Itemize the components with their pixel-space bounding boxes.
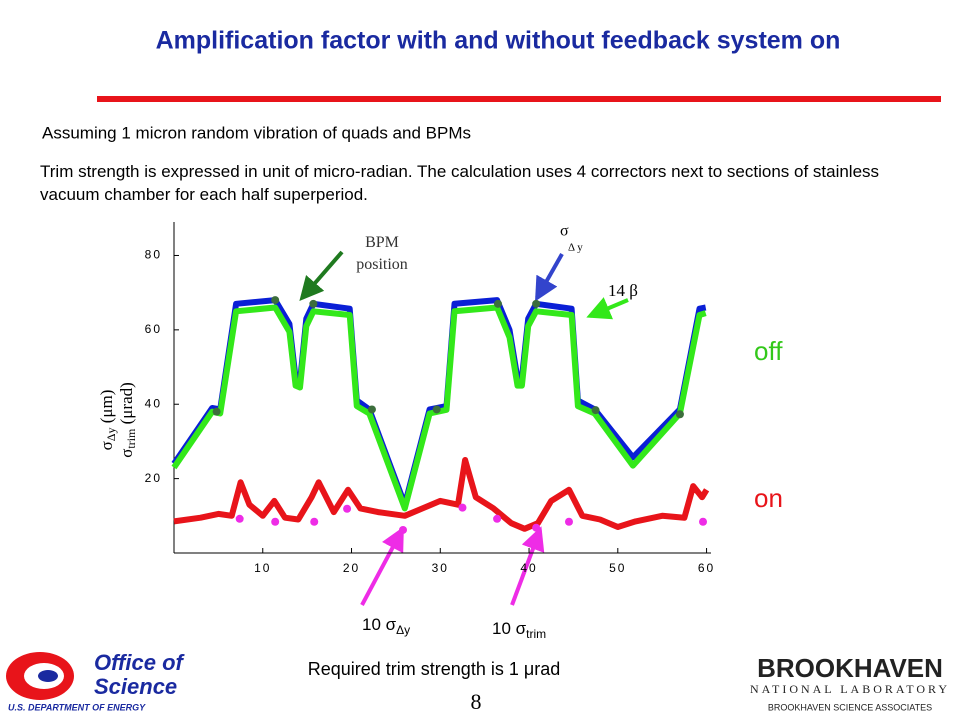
y-label-part: (μm) xyxy=(97,390,116,428)
annotation-word: position xyxy=(356,256,408,273)
data-point xyxy=(591,406,600,415)
data-point xyxy=(310,517,319,526)
data-point xyxy=(367,405,376,414)
arrow xyxy=(586,297,629,320)
logo-text: U.S. DEPARTMENT OF ENERGY xyxy=(8,702,146,712)
y-axis-label: σΔy (μm) σtrim (μrad) xyxy=(97,382,138,458)
annotation: off xyxy=(754,336,783,366)
annotation-part: Δy xyxy=(396,623,410,637)
y-label-line: σtrim (μrad) xyxy=(117,382,138,458)
annotation-word: BPM xyxy=(365,234,399,251)
annotation: 10 σΔy xyxy=(362,615,410,637)
data-point xyxy=(309,299,318,308)
x-tick-label: 50 xyxy=(609,561,626,575)
y-label-part: trim xyxy=(124,428,138,449)
x-tick-label: 10 xyxy=(254,561,271,575)
annotation: Δ y xyxy=(568,242,583,254)
data-point xyxy=(212,407,221,416)
annotation: σ xyxy=(560,223,569,240)
arrow xyxy=(535,253,564,302)
logo-text: NATIONAL LABORATORY xyxy=(750,682,950,696)
data-point xyxy=(493,299,502,308)
annotation: 10 σtrim xyxy=(492,619,546,641)
logo-mark xyxy=(38,670,58,682)
data-line xyxy=(173,457,710,532)
data-point xyxy=(564,517,573,526)
annotation: BPM position xyxy=(356,234,408,273)
annotation-part: 10 σ xyxy=(492,619,527,638)
logo-text: BROOKHAVEN xyxy=(757,653,943,683)
arrow xyxy=(360,526,404,606)
data-point xyxy=(399,525,408,534)
x-tick-label: 60 xyxy=(698,561,715,575)
y-label-part: Δy xyxy=(104,428,118,442)
data-point xyxy=(432,405,441,414)
data-point xyxy=(271,296,280,305)
logo-text: BROOKHAVEN SCIENCE ASSOCIATES xyxy=(768,702,932,712)
data-point xyxy=(493,514,502,523)
data-line xyxy=(171,297,707,508)
y-label-part: (μrad) xyxy=(117,382,136,428)
bnl-logo: BROOKHAVEN NATIONAL LABORATORY BROOKHAVE… xyxy=(750,653,950,713)
annotation-part: 10 σ xyxy=(362,615,397,634)
data-point xyxy=(343,504,352,513)
plot: 20 40 60 80 10 20 30 40 50 60 xyxy=(145,222,715,575)
x-tick-label: 40 xyxy=(520,561,537,575)
annotation: 14 β xyxy=(608,281,638,300)
logo-text: Office of xyxy=(94,650,186,675)
y-tick-label: 80 xyxy=(145,248,162,262)
x-tick-label: 20 xyxy=(343,561,360,575)
data-point xyxy=(271,517,280,526)
data-point xyxy=(532,523,541,532)
data-point xyxy=(532,299,541,308)
annotation: on xyxy=(754,483,783,513)
y-label-part: σ xyxy=(97,441,116,450)
bullet: Assuming 1 micron random vibration of qu… xyxy=(42,123,471,142)
y-label-part: σ xyxy=(117,449,136,458)
arrow xyxy=(510,526,545,606)
arrow xyxy=(299,250,344,302)
bullet-box: Trim strength is expressed in unit of mi… xyxy=(40,162,880,204)
data-point xyxy=(675,410,684,419)
data-point xyxy=(235,514,244,523)
x-tick-label: 30 xyxy=(432,561,449,575)
y-label-line: σΔy (μm) xyxy=(97,390,118,451)
page-number: 8 xyxy=(471,689,482,714)
y-tick-label: 40 xyxy=(145,396,162,410)
slide-title: Amplification factor with and without fe… xyxy=(156,27,841,55)
bullet: Trim strength is expressed in unit of mi… xyxy=(40,162,880,204)
doe-logo: Office of Science U.S. DEPARTMENT OF ENE… xyxy=(6,650,186,712)
logo-text: Science xyxy=(94,674,177,699)
data-point xyxy=(699,517,708,526)
footer-note: Required trim strength is 1 μrad xyxy=(308,659,560,679)
annotation-part: trim xyxy=(526,627,546,641)
y-tick-label: 60 xyxy=(145,322,162,336)
title-rule xyxy=(97,96,941,102)
data-point xyxy=(458,503,467,512)
y-tick-label: 20 xyxy=(145,471,162,485)
